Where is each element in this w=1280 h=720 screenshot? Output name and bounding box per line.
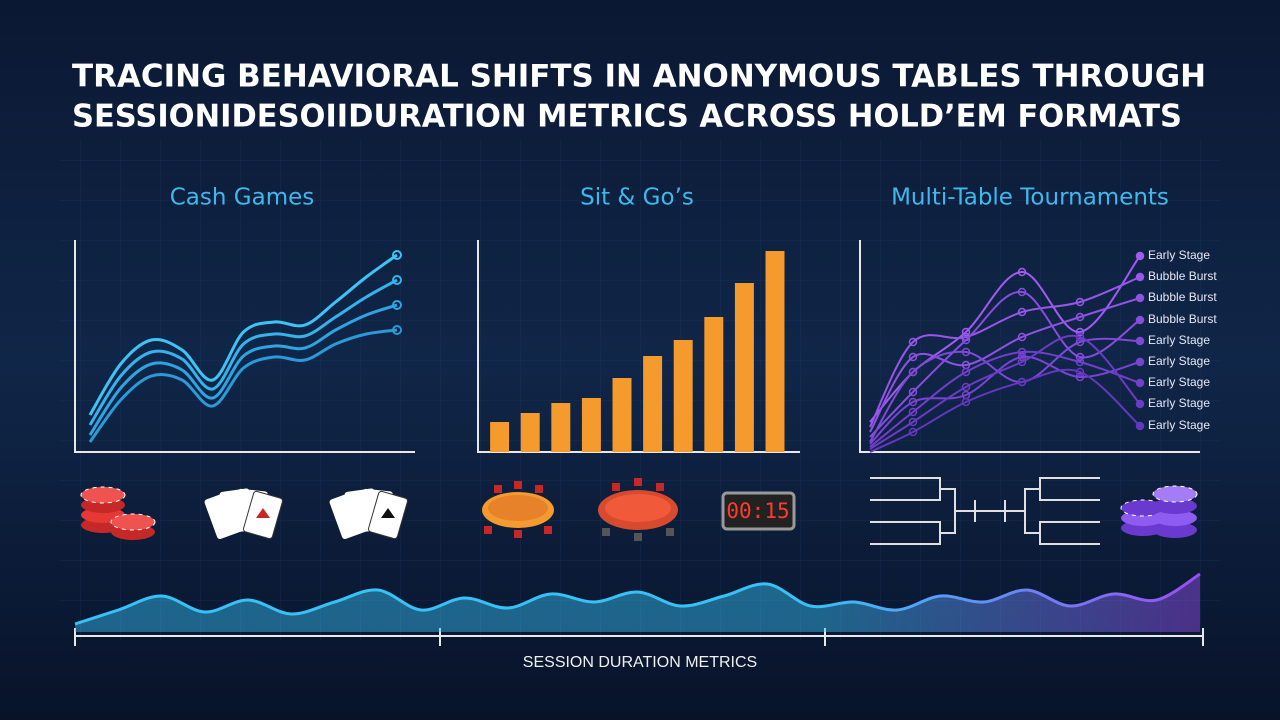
point (1135, 399, 1145, 409)
cards-icon (204, 488, 283, 540)
point (1017, 307, 1027, 317)
bar (551, 403, 571, 452)
end-marker (392, 275, 402, 285)
bar (704, 317, 724, 452)
point (1135, 251, 1145, 261)
end-marker (392, 300, 402, 310)
axis (74, 240, 415, 453)
bracket-icon (870, 477, 1100, 545)
point (1075, 327, 1085, 337)
bar (581, 398, 601, 452)
point (1075, 337, 1085, 347)
legend-label: Bubble Burst (1148, 290, 1217, 304)
point (908, 337, 918, 347)
point (961, 382, 971, 392)
end-marker (392, 325, 402, 335)
area-line (74, 572, 1201, 626)
x-axis-label: SESSION DURATION METRICS (523, 654, 757, 671)
point (1135, 378, 1145, 388)
cards-icon (329, 488, 408, 540)
bar (765, 251, 785, 452)
area-fill (75, 574, 1200, 632)
panel-title: Cash Games (170, 185, 314, 211)
series-line (869, 297, 1141, 433)
clock-icon (721, 491, 796, 531)
chips-icon (1120, 485, 1198, 538)
title-line: TRACING BEHAVIORAL SHIFTS IN ANONYMOUS T… (72, 59, 1206, 95)
point (908, 352, 918, 362)
series-line (869, 337, 1141, 443)
panel-title: Multi-Table Tournaments (891, 185, 1169, 211)
legend-label: Bubble Burst (1148, 312, 1217, 326)
point (1017, 352, 1027, 362)
point (1017, 357, 1027, 367)
point (1075, 312, 1085, 322)
point (908, 387, 918, 397)
table-icon (482, 481, 554, 538)
point (1017, 267, 1027, 277)
legend-label: Early Stage (1148, 396, 1210, 410)
point (1075, 372, 1085, 382)
series-line (88, 328, 398, 443)
chips-icon (80, 486, 156, 540)
point (1075, 332, 1085, 342)
legend-label: Early Stage (1148, 248, 1210, 262)
point (1135, 293, 1145, 303)
series-line (88, 253, 398, 416)
bar (520, 413, 540, 452)
table-icon (598, 478, 678, 541)
legend-label: Early Stage (1148, 418, 1210, 432)
bar (734, 283, 754, 452)
point (961, 335, 971, 345)
point (1135, 336, 1145, 346)
point (1017, 287, 1027, 297)
title-line: SESSIONIDESOIIDURATION METRICS ACROSS HO… (72, 99, 1182, 135)
point (908, 427, 918, 437)
point (1135, 315, 1145, 325)
point (908, 367, 918, 377)
bar (643, 356, 663, 452)
axis (859, 240, 1200, 453)
clock-text: 00:15 (726, 499, 789, 523)
legend-label: Early Stage (1148, 333, 1210, 347)
point (1017, 332, 1027, 342)
point (1017, 347, 1027, 357)
point (1075, 367, 1085, 377)
point (961, 347, 971, 357)
series-line (869, 276, 1141, 428)
series-line (869, 368, 1141, 453)
point (1135, 421, 1145, 431)
legend-label: Bubble Burst (1148, 269, 1217, 283)
point (1075, 352, 1085, 362)
end-marker (392, 250, 402, 260)
point (1075, 297, 1085, 307)
point (908, 397, 918, 407)
legend-label: Early Stage (1148, 375, 1210, 389)
grid-pattern (60, 140, 1220, 640)
point (1017, 377, 1027, 387)
bar (490, 422, 510, 452)
point (1135, 272, 1145, 282)
point (908, 417, 918, 427)
bar (673, 340, 693, 452)
point (961, 397, 971, 407)
series-line (869, 334, 1141, 450)
point (1075, 357, 1085, 367)
panel-title: Sit & Go’s (580, 185, 694, 211)
series-line (88, 303, 398, 436)
series-line (88, 278, 398, 426)
legend-label: Early Stage (1148, 354, 1210, 368)
point (961, 367, 971, 377)
point (908, 407, 918, 417)
point (961, 327, 971, 337)
point (1135, 357, 1145, 367)
bar (612, 378, 632, 452)
